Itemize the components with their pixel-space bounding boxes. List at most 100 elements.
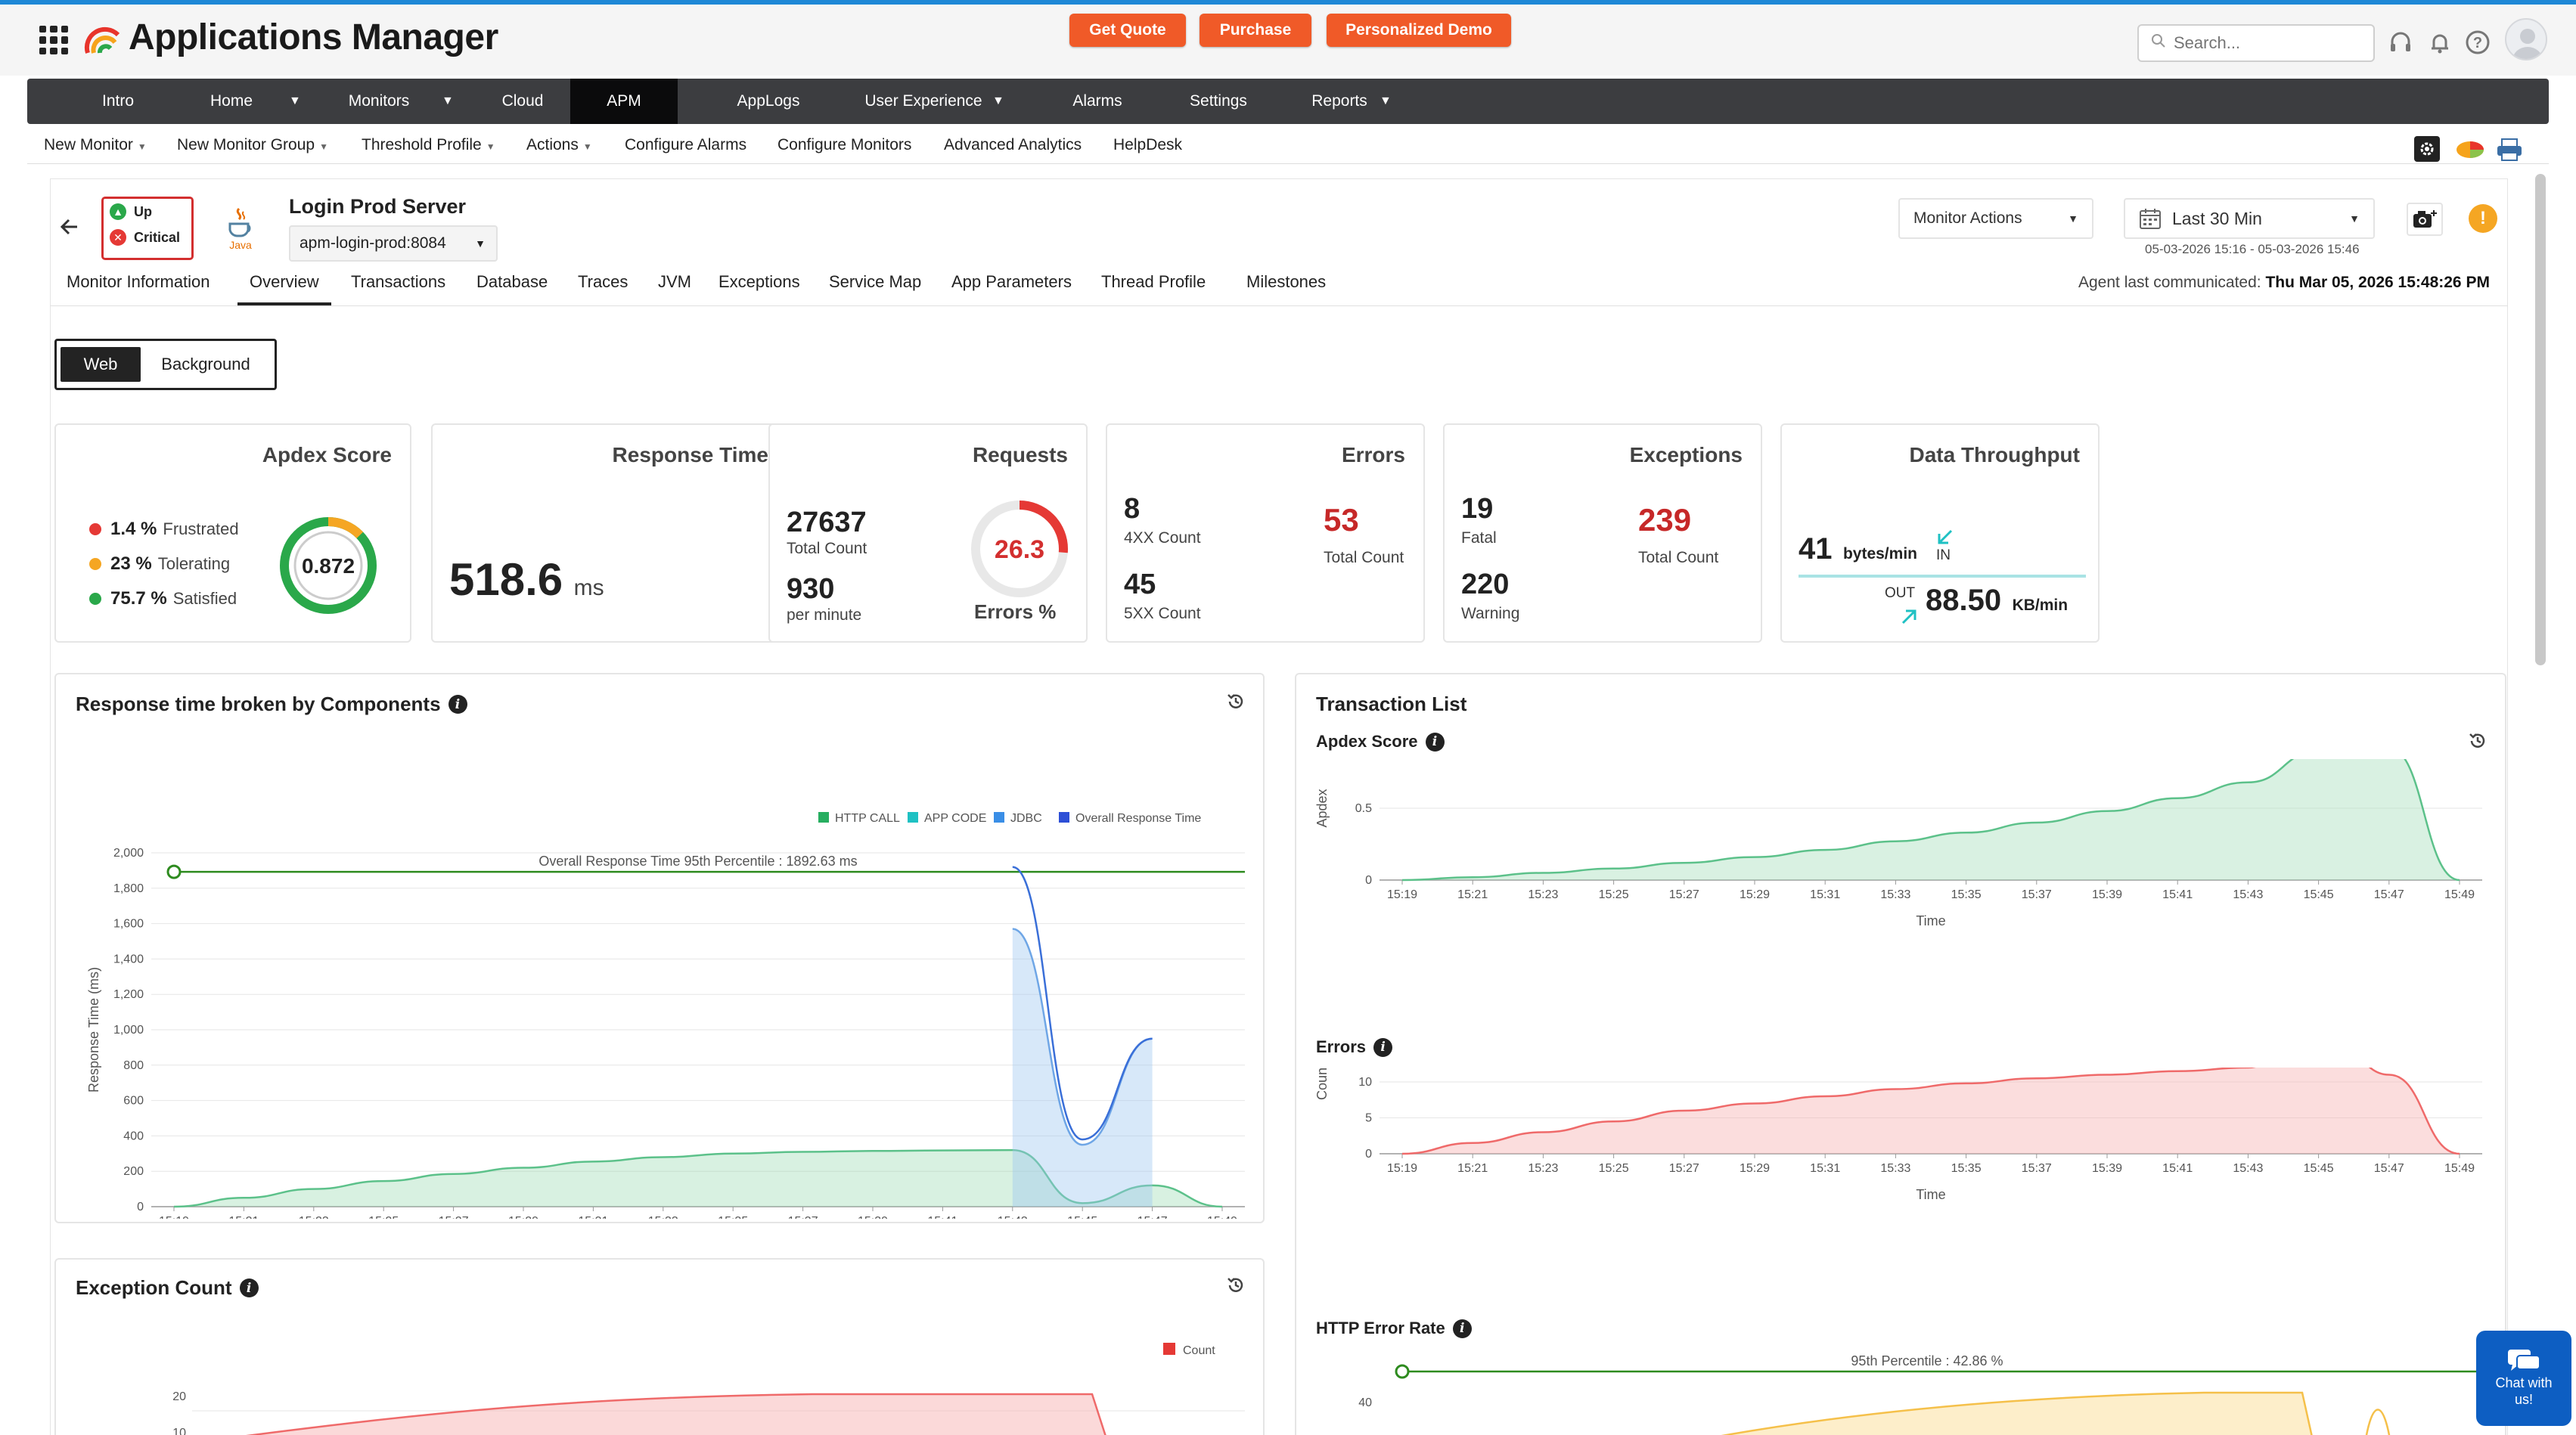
- nav-intro[interactable]: Intro: [101, 92, 135, 110]
- actions-menu[interactable]: Actions ▼: [526, 136, 592, 154]
- info-icon[interactable]: i: [1452, 1319, 1472, 1338]
- response-time-card: Response Time 518.6 ms: [431, 423, 788, 643]
- purchase-button[interactable]: Purchase: [1200, 14, 1311, 47]
- tab-traces[interactable]: Traces: [578, 272, 628, 291]
- info-icon[interactable]: i: [1373, 1037, 1393, 1057]
- chevron-down-icon[interactable]: ▼: [992, 95, 1004, 107]
- x-tick-label: 15:35: [1951, 888, 1982, 901]
- chevron-down-icon[interactable]: ▼: [442, 95, 454, 107]
- y-tick-label: 600: [123, 1095, 144, 1108]
- nav-home[interactable]: Home: [209, 92, 253, 110]
- threshold-profile-menu[interactable]: Threshold Profile ▼: [362, 136, 495, 154]
- exception-count-title: Exception Count: [76, 1276, 232, 1299]
- personalized-demo-button[interactable]: Personalized Demo: [1327, 14, 1511, 47]
- nav-applogs[interactable]: AppLogs: [737, 92, 800, 110]
- chart-pie-icon[interactable]: [2455, 138, 2485, 164]
- background-toggle-button[interactable]: Background: [161, 355, 250, 373]
- x-tick-label: 15:29: [1740, 888, 1770, 901]
- search-box[interactable]: [2137, 24, 2375, 62]
- tab-thread-profile[interactable]: Thread Profile: [1101, 272, 1206, 291]
- status-critical: ✕ Critical: [104, 225, 191, 250]
- info-icon[interactable]: i: [239, 1278, 259, 1297]
- help-icon[interactable]: ?: [2463, 27, 2493, 57]
- x-tick-label: 15:33: [1880, 1162, 1910, 1175]
- exceptions-fatal-label: Fatal: [1461, 529, 1497, 547]
- advanced-analytics-link[interactable]: Advanced Analytics: [944, 136, 1082, 153]
- nav-cloud[interactable]: Cloud: [501, 92, 544, 110]
- headset-icon[interactable]: [2385, 27, 2416, 57]
- configure-monitors-link[interactable]: Configure Monitors: [777, 136, 912, 153]
- warning-alert-icon[interactable]: !: [2469, 204, 2497, 233]
- count-area: [253, 1394, 1106, 1435]
- tolerating-label: Tolerating: [157, 554, 231, 573]
- errors-chart: 0510152015:1915:2115:2315:2515:2715:2915…: [1314, 1068, 2482, 1202]
- tab-jvm[interactable]: JVM: [658, 272, 691, 291]
- new-monitor-group-menu[interactable]: New Monitor Group ▼: [177, 136, 328, 154]
- tab-app-parameters[interactable]: App Parameters: [951, 272, 1072, 291]
- configure-alarms-link[interactable]: Configure Alarms: [625, 136, 747, 153]
- exception-count-chart: Count 20 10: [172, 1343, 1245, 1435]
- x-tick-label: 15:39: [858, 1215, 888, 1219]
- overall-response-series-line: [1012, 866, 1153, 1141]
- tab-service-map[interactable]: Service Map: [829, 272, 922, 291]
- history-icon[interactable]: [2467, 730, 2488, 752]
- new-monitor-menu[interactable]: New Monitor ▼: [44, 136, 147, 154]
- y-tick-label: 1,600: [113, 918, 144, 931]
- tab-milestones[interactable]: Milestones: [1246, 272, 1327, 291]
- host-selector[interactable]: apm-login-prod:8084 ▼: [289, 225, 498, 262]
- agent-last-communicated: Agent last communicated: Thu Mar 05, 202…: [2078, 274, 2490, 292]
- tab-transactions[interactable]: Transactions: [351, 272, 446, 291]
- back-arrow-icon[interactable]: [59, 216, 80, 241]
- info-icon[interactable]: i: [448, 695, 467, 714]
- tab-monitor-information[interactable]: Monitor Information: [67, 272, 210, 291]
- nav-alarms[interactable]: Alarms: [1072, 92, 1122, 110]
- x-tick-label: 15:25: [1599, 888, 1629, 901]
- nav-user-experience[interactable]: User Experience: [864, 92, 982, 110]
- camera-snapshot-icon[interactable]: [2407, 203, 2443, 236]
- history-icon[interactable]: [1225, 1275, 1246, 1296]
- web-background-toggle: Web Background: [54, 339, 277, 390]
- app-launcher-icon[interactable]: [39, 26, 68, 54]
- notification-bell-icon[interactable]: [2425, 27, 2455, 57]
- throughput-in-row: 41 bytes/min: [1799, 532, 1917, 566]
- nav-apm[interactable]: APM: [570, 79, 678, 124]
- nav-settings[interactable]: Settings: [1190, 92, 1247, 110]
- user-avatar[interactable]: [2505, 18, 2547, 60]
- time-range-dropdown[interactable]: Last 30 Min ▼: [2124, 198, 2375, 239]
- get-quote-button[interactable]: Get Quote: [1069, 14, 1186, 47]
- errors-card: Errors 8 4XX Count 45 5XX Count 53 Total…: [1106, 423, 1425, 643]
- monitor-actions-dropdown[interactable]: Monitor Actions ▼: [1898, 198, 2093, 239]
- x-tick-label: 15:31: [1810, 1162, 1840, 1175]
- errors-total-value: 53: [1324, 502, 1359, 538]
- helpdesk-link[interactable]: HelpDesk: [1113, 136, 1183, 153]
- status-up-label: Up: [134, 203, 152, 219]
- chevron-down-icon[interactable]: ▼: [1380, 95, 1392, 107]
- chevron-down-icon[interactable]: ▼: [289, 95, 301, 107]
- y-tick-label: 1,000: [113, 1024, 144, 1037]
- history-icon[interactable]: [1225, 691, 1246, 712]
- x-tick-label: 15:47: [2374, 1162, 2404, 1175]
- page-scrollbar[interactable]: [2535, 174, 2546, 665]
- nav-monitors[interactable]: Monitors: [348, 92, 410, 110]
- x-axis-label: Time: [1916, 1187, 1945, 1202]
- exception-count-panel: Exception Count i Count 20 10: [54, 1258, 1265, 1435]
- response-card-title: Response Time: [612, 443, 768, 466]
- new-monitor-label: New Monitor: [44, 136, 133, 153]
- chat-with-us-button[interactable]: Chat with us!: [2476, 1331, 2571, 1426]
- x-tick-label: 15:37: [788, 1215, 818, 1219]
- tab-exceptions[interactable]: Exceptions: [718, 272, 800, 291]
- web-toggle-button[interactable]: Web: [61, 347, 141, 382]
- info-icon[interactable]: i: [1425, 732, 1445, 752]
- http-error-line: [1721, 1391, 2313, 1435]
- threshold-marker: [166, 864, 182, 879]
- apdex-score-value: 0.872: [302, 554, 355, 578]
- y-axis-label: Count: [1314, 1068, 1330, 1100]
- nav-reports[interactable]: Reports: [1311, 92, 1367, 110]
- subnav-divider: [27, 163, 2549, 164]
- search-input[interactable]: [2174, 33, 2355, 53]
- gear-icon[interactable]: [2414, 136, 2440, 162]
- print-icon[interactable]: [2496, 138, 2523, 166]
- tab-overview[interactable]: Overview: [250, 272, 319, 291]
- tab-database[interactable]: Database: [476, 272, 548, 291]
- x-tick-label: 15:35: [1951, 1162, 1982, 1175]
